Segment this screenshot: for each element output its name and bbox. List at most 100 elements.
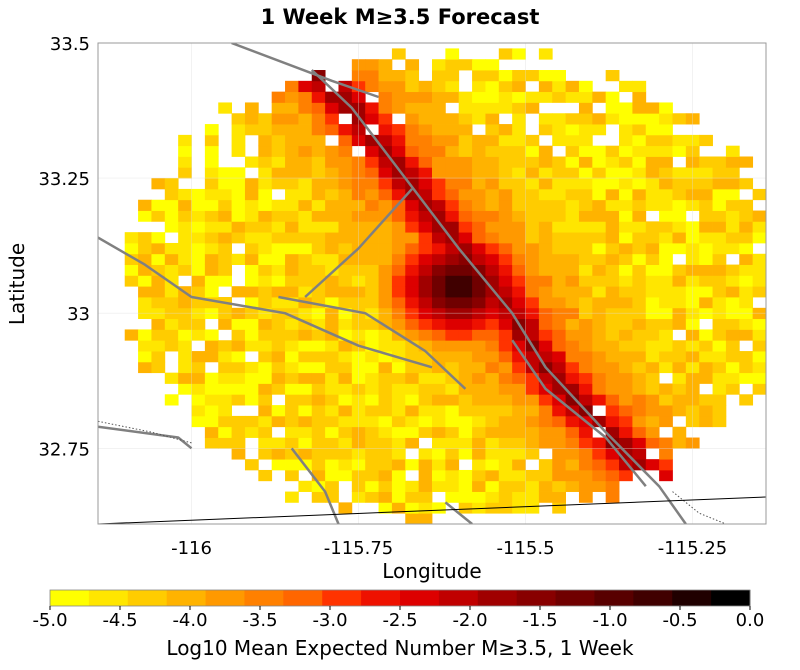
heatmap-cell	[592, 415, 607, 428]
fault-lines	[98, 43, 766, 524]
heatmap-cell	[258, 134, 273, 147]
heatmap-cell	[178, 167, 192, 179]
heatmap-cell	[325, 383, 339, 395]
heatmap-cell	[391, 491, 406, 503]
heatmap-cell	[218, 199, 232, 211]
heatmap-cell	[538, 340, 553, 352]
heatmap-cell	[325, 124, 339, 136]
heatmap-cell	[565, 415, 580, 428]
heatmap-cell	[445, 329, 460, 341]
heatmap-cell	[418, 253, 433, 265]
heatmap-cell	[578, 145, 593, 157]
heatmap-cell	[338, 361, 353, 374]
heatmap-cell	[605, 232, 620, 244]
heatmap-cell	[164, 210, 179, 222]
heatmap-cell	[632, 167, 647, 179]
heatmap-cell	[699, 253, 713, 265]
heatmap-cell	[512, 372, 526, 384]
heatmap-cell	[578, 437, 593, 449]
heatmap-cell	[164, 297, 179, 309]
heatmap-cell	[498, 361, 513, 374]
heatmap-cell	[405, 188, 420, 201]
heatmap-cell	[672, 318, 687, 330]
heatmap-cell	[592, 383, 607, 395]
heatmap-cell	[512, 491, 526, 503]
heatmap-cell	[204, 178, 219, 190]
fault-b	[310, 69, 687, 524]
heatmap-cell	[271, 113, 286, 125]
heatmap-cell	[378, 448, 393, 460]
heatmap-cell	[218, 426, 232, 438]
heatmap-cell	[552, 124, 566, 136]
colorbar-swatch	[166, 590, 207, 606]
heatmap-cell	[391, 297, 406, 309]
heatmap-cell	[325, 242, 339, 255]
heatmap-cell	[498, 275, 513, 287]
heatmap-cell	[271, 415, 286, 428]
heatmap-cell	[418, 188, 433, 201]
colorbar-tick-label: -4.0	[172, 610, 207, 631]
heatmap-cell	[538, 286, 553, 298]
heatmap-cell	[592, 329, 607, 341]
heatmap-cell	[498, 167, 513, 179]
heatmap-cell	[365, 167, 379, 179]
heatmap-cell	[632, 405, 647, 417]
heatmap-cell	[498, 459, 513, 471]
heatmap-cell	[712, 167, 727, 179]
heatmap-cell	[391, 80, 406, 93]
heatmap-cell	[378, 80, 393, 93]
heatmap-cell	[525, 210, 540, 222]
map-plot-area[interactable]	[97, 42, 780, 525]
heatmap-cell	[725, 318, 740, 330]
heatmap-cell	[445, 232, 460, 244]
heatmap-cell	[659, 134, 673, 147]
heatmap-cell	[605, 372, 620, 384]
heatmap-cell	[458, 199, 473, 211]
heatmap-cell	[338, 383, 353, 395]
heatmap-cell	[472, 242, 486, 255]
heatmap-cell	[578, 210, 593, 222]
heatmap-cell	[365, 178, 379, 190]
heatmap-cell	[298, 426, 313, 438]
heatmap-cell	[458, 491, 473, 503]
heatmap-cell	[204, 351, 219, 363]
heatmap-cell	[405, 80, 420, 93]
heatmap-cell	[645, 134, 660, 147]
heatmap-cell	[552, 253, 566, 265]
heatmap-cell	[712, 405, 727, 417]
heatmap-cell	[325, 318, 339, 330]
heatmap-cell	[512, 459, 526, 471]
heatmap-cell	[258, 329, 273, 341]
heatmap-cell	[405, 124, 420, 136]
heatmap-cell	[311, 297, 326, 309]
heatmap-cell	[191, 286, 206, 298]
heatmap-cell	[405, 351, 420, 363]
fault-i	[98, 425, 193, 450]
heatmap-cell	[552, 469, 566, 482]
heatmap-cell	[498, 178, 513, 190]
heatmap-cell	[445, 415, 460, 428]
heatmap-cell	[645, 318, 660, 330]
heatmap-cell	[204, 221, 219, 233]
heatmap-cell	[458, 329, 473, 341]
heatmap-cell	[672, 199, 687, 211]
heatmap-cell	[592, 264, 607, 276]
heatmap-cell	[418, 221, 433, 233]
heatmap-cell	[458, 405, 473, 417]
heatmap-cell	[485, 297, 500, 309]
colorbar-tick-label: -3.0	[312, 610, 347, 631]
heatmap-cell	[525, 188, 540, 201]
heatmap-cell	[766, 329, 780, 340]
heatmap-cell	[138, 275, 152, 287]
heatmap-cell	[458, 383, 473, 395]
heatmap-cell	[191, 221, 206, 233]
heatmap-cell	[472, 188, 486, 201]
heatmap-cell	[432, 426, 446, 438]
heatmap-cell	[164, 253, 179, 265]
heatmap-cell	[338, 297, 353, 309]
heatmap-cell	[338, 405, 353, 417]
colorbar-tick-label: -1.5	[522, 610, 557, 631]
heatmap-cell	[578, 340, 593, 352]
heatmap-cell	[391, 156, 406, 168]
